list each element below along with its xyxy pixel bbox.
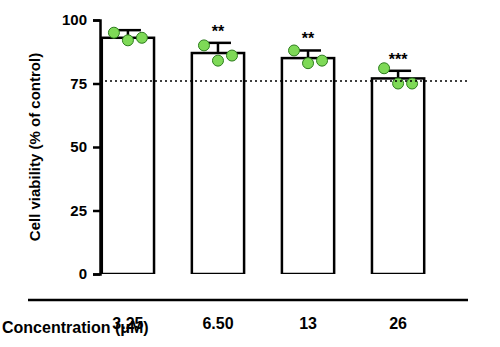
y-tick-mark <box>93 83 100 86</box>
data-point <box>407 78 418 89</box>
data-point <box>136 32 147 43</box>
data-point <box>303 58 314 69</box>
y-tick-mark <box>93 210 100 213</box>
bar <box>282 58 334 274</box>
y-tick-mark <box>93 146 100 149</box>
y-tick: 100 <box>62 11 100 28</box>
x-tick: 13 <box>299 315 317 332</box>
y-axis-title: Cell viability (% of control) <box>26 53 43 241</box>
x-tick-label: 26 <box>389 315 407 332</box>
error-line <box>217 43 220 53</box>
data-point <box>198 40 209 51</box>
y-tick: 75 <box>70 75 100 92</box>
bar <box>102 38 154 274</box>
y-tick-mark <box>93 19 100 22</box>
y-tick-label: 0 <box>79 265 87 282</box>
data-point <box>122 35 133 46</box>
y-tick-label: 25 <box>70 202 87 219</box>
y-tick: 50 <box>70 138 100 155</box>
bar <box>372 78 424 274</box>
y-axis-line <box>93 21 101 275</box>
plot-area <box>102 27 424 274</box>
significance-label: *** <box>389 51 408 68</box>
x-tick: 6.50 <box>202 315 233 332</box>
significance-label: ** <box>302 30 315 47</box>
data-point <box>317 55 328 66</box>
significance-label: ** <box>212 23 225 40</box>
x-tick-label: 6.50 <box>202 315 233 332</box>
bar <box>192 53 244 274</box>
data-point <box>289 45 300 56</box>
chart: *******0255075100Cell viability (% of co… <box>0 0 500 347</box>
y-tick-label: 100 <box>62 11 87 28</box>
x-axis-title: Concentration (μM) <box>2 319 149 336</box>
y-axis: 0 25 50 75 100 <box>62 11 101 282</box>
data-point <box>108 27 119 38</box>
data-point <box>212 55 223 66</box>
y-tick-label: 75 <box>70 75 87 92</box>
data-point <box>226 50 237 61</box>
x-tick: 26 <box>389 315 407 332</box>
y-tick-label: 50 <box>70 138 87 155</box>
reference-line <box>100 80 470 82</box>
error-bar <box>385 71 411 79</box>
separator-line <box>28 299 468 302</box>
y-tick: 0 <box>79 265 100 282</box>
x-axis: 3.256.501326 <box>112 315 407 332</box>
y-tick-mark <box>93 273 100 276</box>
y-tick: 25 <box>70 202 100 219</box>
data-point <box>393 78 404 89</box>
x-tick-label: 13 <box>299 315 317 332</box>
